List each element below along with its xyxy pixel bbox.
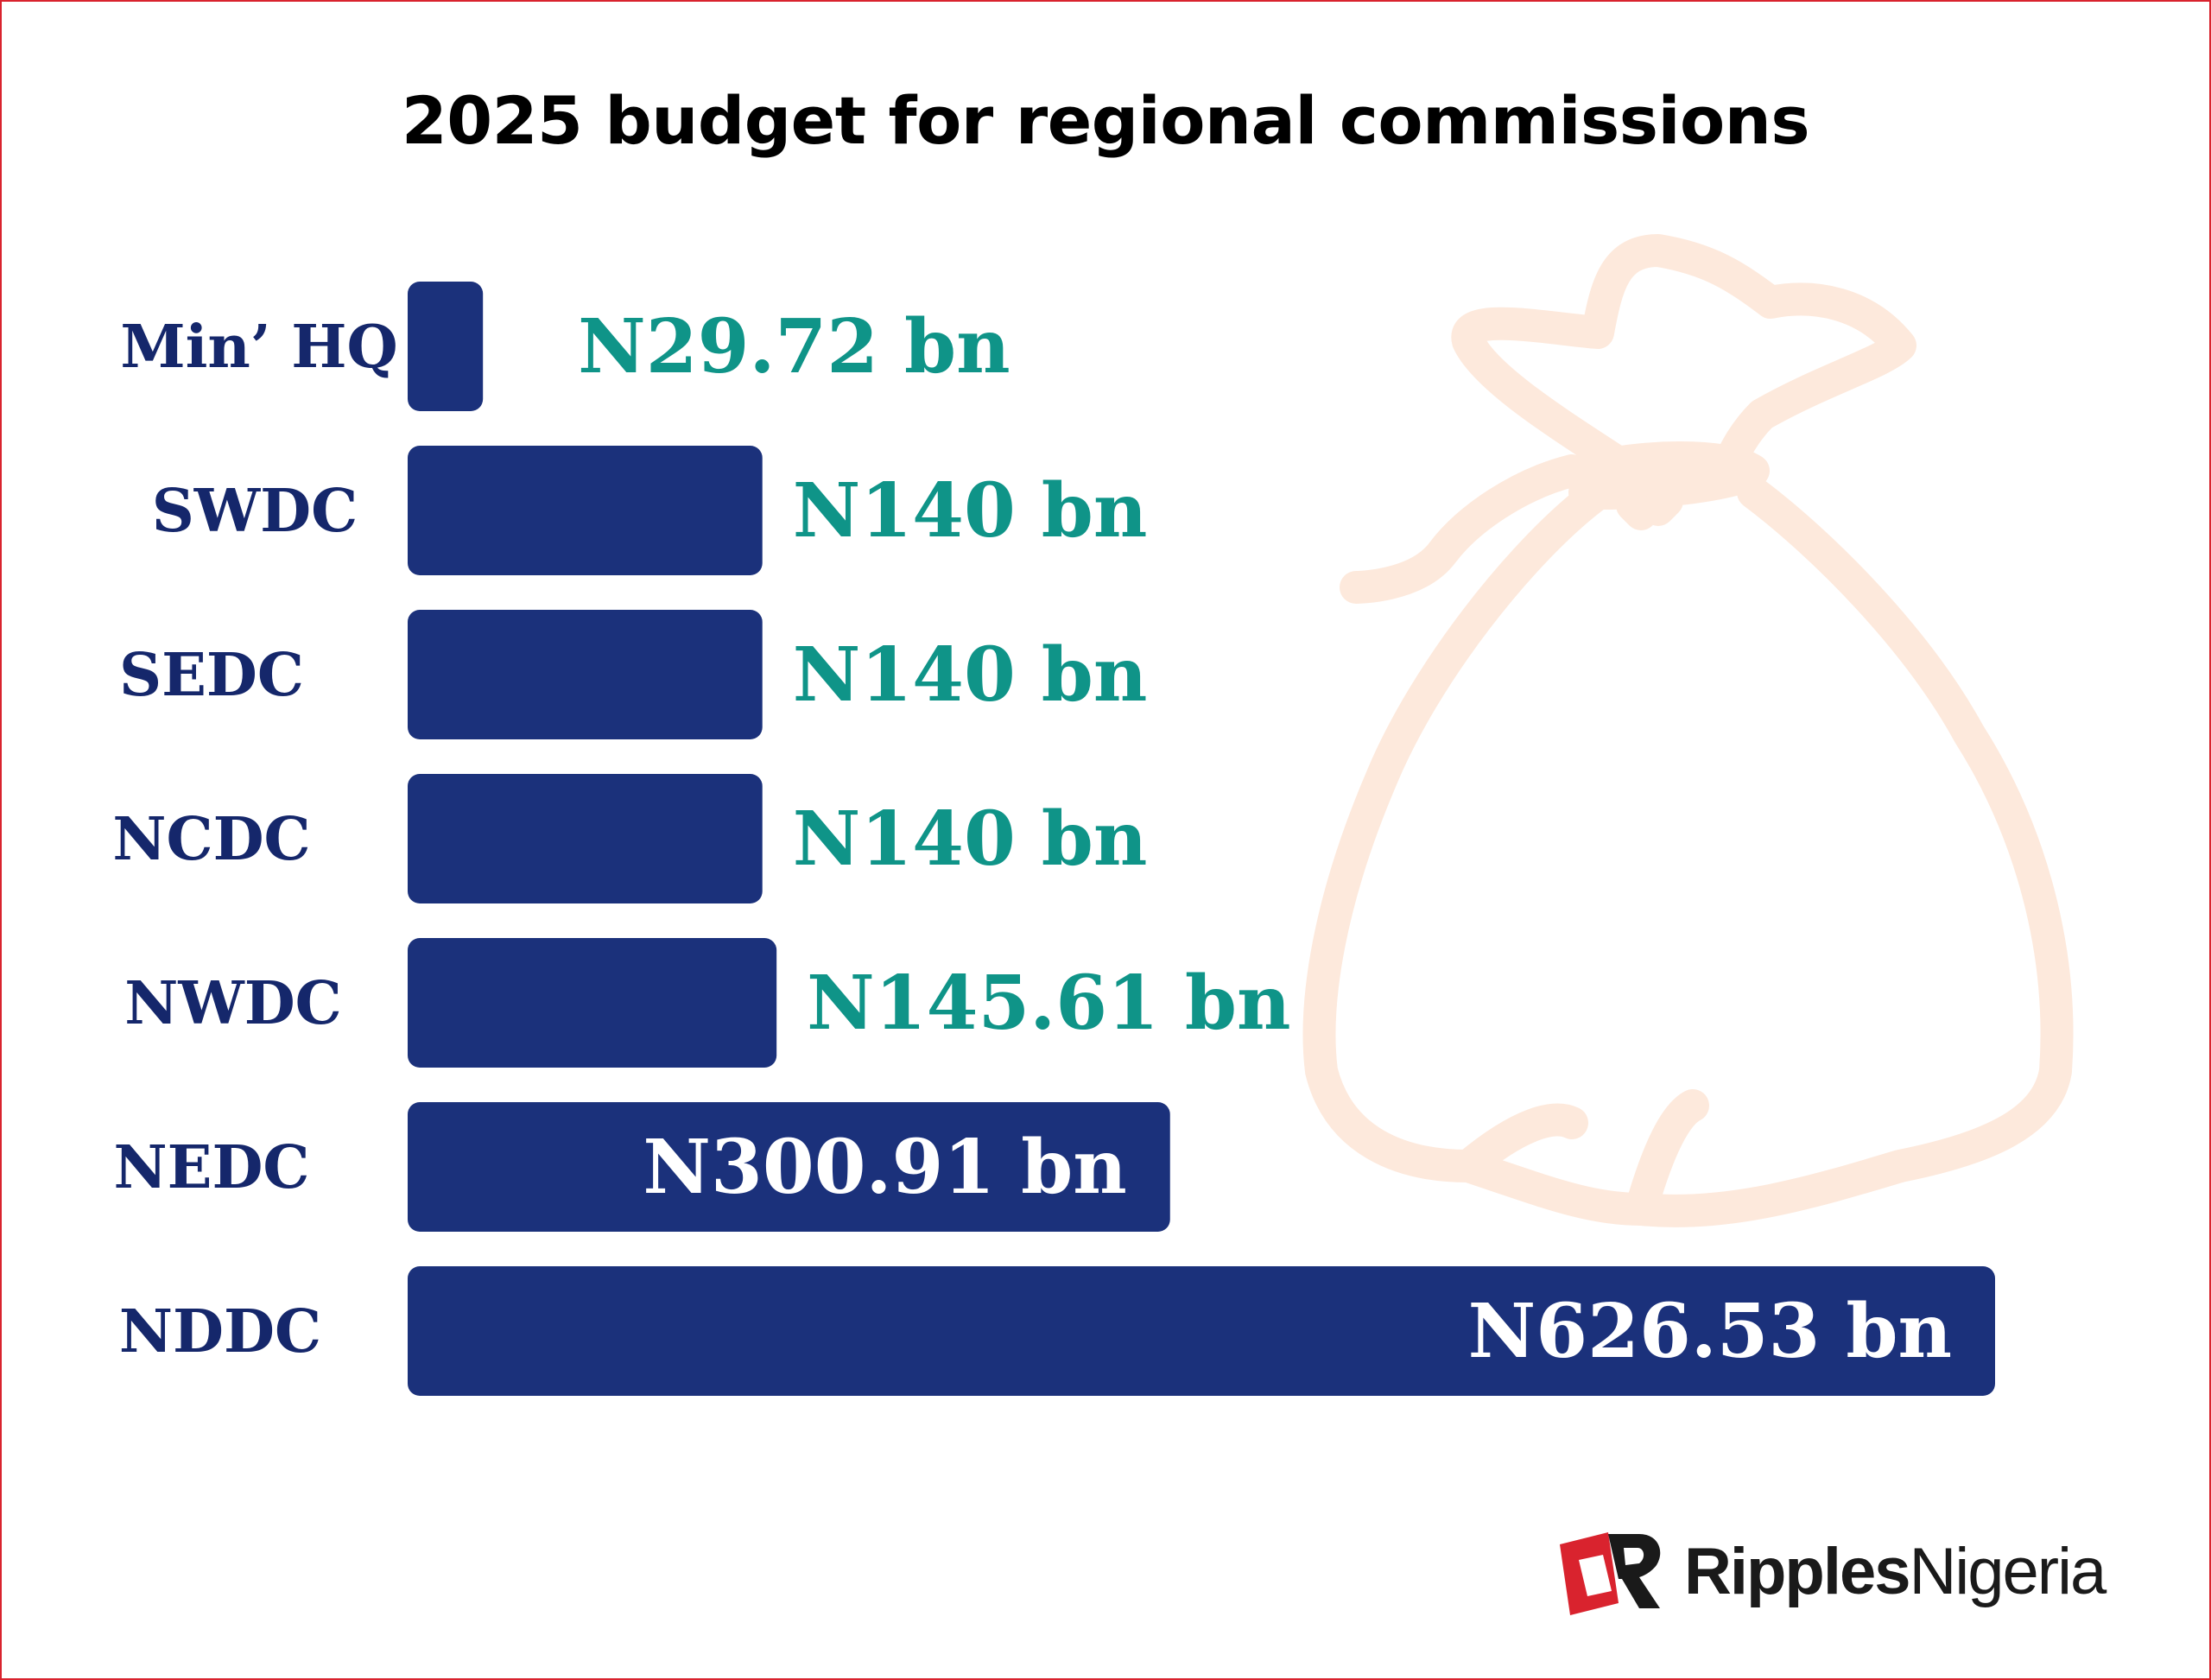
bar <box>408 446 763 575</box>
logo-word-ripples: Ripples <box>1684 1535 1910 1608</box>
value-label: N29.72 bn <box>578 303 1010 390</box>
category-label: NWDC <box>124 969 342 1038</box>
category-label: SEDC <box>119 641 304 710</box>
value-label: N140 bn <box>793 631 1148 719</box>
ripples-nigeria-logo: RipplesNigeria <box>1555 1529 2107 1615</box>
logo-word-nigeria: Nigeria <box>1909 1535 2107 1608</box>
category-label: Min’ HQ <box>120 313 397 382</box>
category-label: SWDC <box>152 477 358 546</box>
chart-title: 2025 budget for regional commissions <box>401 82 1810 159</box>
value-label: N300.91 bn <box>643 1124 1126 1211</box>
ripples-r-logo-icon <box>1560 1532 1661 1615</box>
value-label: N140 bn <box>793 796 1148 883</box>
value-label: N626.53 bn <box>1468 1288 1952 1375</box>
bar <box>408 774 763 903</box>
bar <box>408 610 763 739</box>
money-bag-icon <box>1302 234 2074 1227</box>
category-label: NDDC <box>119 1297 321 1366</box>
bar <box>408 938 777 1068</box>
category-label: NEDC <box>113 1133 309 1202</box>
value-label: N140 bn <box>793 467 1148 555</box>
bar <box>408 1102 1170 1232</box>
value-label: N145.61 bn <box>807 960 1290 1047</box>
bar <box>408 1266 1995 1396</box>
bar <box>408 282 484 411</box>
category-label: NCDC <box>112 805 310 874</box>
